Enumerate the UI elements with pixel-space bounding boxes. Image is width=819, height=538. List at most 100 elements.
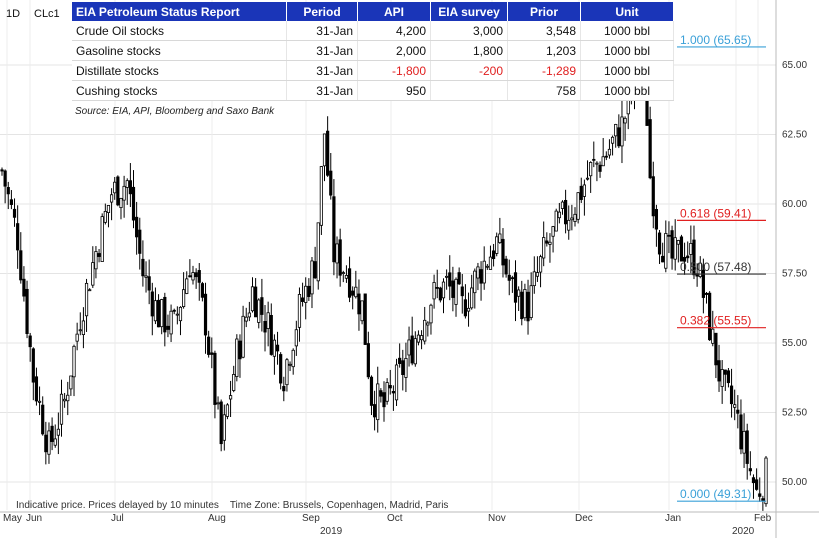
candle-body (244, 316, 248, 322)
table-header-row: EIA Petroleum Status Report Period API E… (72, 2, 674, 21)
x-tick-label: Jun (26, 513, 42, 524)
x-tick-label: Sep (302, 513, 320, 524)
candle-body (423, 319, 427, 342)
candle-body (507, 274, 511, 281)
eia-report-table: EIA Petroleum Status Report Period API E… (72, 2, 674, 101)
row-api: 950 (357, 80, 431, 101)
candle-body (25, 288, 29, 334)
candle-body (564, 199, 568, 225)
candle-body (138, 229, 142, 254)
candle-body (717, 360, 721, 382)
candle-body (188, 275, 192, 278)
candle-body (144, 275, 148, 278)
candle-body (388, 385, 392, 389)
row-api: 4,200 (357, 21, 431, 41)
candle-body (329, 170, 333, 196)
candle-body (344, 274, 349, 279)
candle-body (219, 401, 223, 445)
candle-body (232, 374, 236, 391)
column-header: Unit (580, 2, 674, 21)
candle-body (651, 176, 655, 217)
row-name: Crude Oil stocks (72, 21, 287, 41)
candle-body (72, 345, 76, 378)
candle-body (125, 180, 129, 188)
candle-body (160, 299, 164, 328)
candle-body (228, 395, 233, 400)
candle-body (326, 130, 330, 176)
x-tick-label: May (3, 513, 22, 524)
candle-body (470, 287, 474, 309)
candle-body (504, 258, 508, 275)
candle-body (592, 158, 596, 161)
interval-label[interactable]: 1D (6, 8, 20, 20)
candle-body (347, 268, 352, 298)
candle-body (363, 293, 367, 345)
candle-body (3, 170, 7, 187)
candle-body (448, 272, 452, 287)
candle-body (207, 336, 211, 355)
candle-body (482, 260, 486, 284)
candle-body (657, 232, 662, 255)
row-prior: -1,289 (507, 60, 581, 81)
chart-grid (0, 0, 776, 510)
candle-body (135, 216, 139, 238)
candle-body (357, 293, 361, 315)
candle-body (529, 285, 533, 318)
candle-body (435, 287, 439, 289)
row-name: Distillate stocks (72, 60, 287, 81)
candle-body (589, 162, 593, 177)
candle-body (432, 282, 436, 300)
candle-body (122, 185, 126, 201)
candle-body (84, 282, 89, 317)
candle-body (75, 333, 79, 342)
row-period: 31-Jan (286, 21, 358, 41)
candle-body (419, 335, 424, 341)
candle-body (761, 498, 765, 502)
candle-body (751, 477, 756, 484)
row-survey: 3,000 (430, 21, 508, 41)
candle-body (322, 133, 327, 167)
candle-body (745, 430, 749, 464)
candle-body (88, 289, 92, 292)
candle-body (91, 262, 95, 286)
candles (0, 20, 768, 511)
x-axis: May Jun Jul Aug Sep Oct Nov Dec Jan 2020 Feb (0, 511, 819, 537)
candle-body (623, 117, 627, 124)
candle-body (147, 276, 151, 291)
candle-body (601, 156, 605, 167)
candle-body (488, 256, 493, 270)
candle-body (141, 258, 145, 277)
candle-body (360, 300, 364, 322)
candle-body (617, 127, 621, 147)
candle-body (31, 348, 35, 383)
candle-body (676, 240, 680, 245)
candle-body (579, 185, 583, 200)
candle-body (758, 493, 762, 497)
candle-body (44, 434, 48, 453)
candle-body (733, 404, 737, 408)
candle-body (501, 238, 505, 266)
candle-body (263, 321, 267, 333)
row-survey (430, 80, 508, 101)
fib-level-label: 1.000 (65.65) (680, 33, 751, 47)
candle-body (517, 289, 521, 297)
candle-body (416, 334, 421, 343)
candle-body (28, 335, 32, 348)
candle-body (457, 272, 461, 285)
candle-body (401, 360, 405, 375)
column-header: Period (286, 2, 358, 21)
candle-body (466, 307, 471, 312)
symbol-label[interactable]: CLc1 (34, 8, 60, 20)
candle-body (300, 297, 305, 302)
candle-body (510, 277, 514, 280)
table-row: Gasoline stocks 31-Jan 2,000 1,800 1,203… (72, 40, 674, 61)
table-row: Crude Oil stocks 31-Jan 4,200 3,000 3,54… (72, 21, 674, 41)
candle-body (736, 409, 740, 414)
candle-body (473, 270, 477, 294)
x-tick-label: Aug (208, 513, 226, 524)
candle-body (391, 391, 395, 394)
candle-body (682, 256, 687, 262)
candle-body (513, 272, 518, 303)
candle-body (538, 256, 543, 273)
candle-body (182, 289, 186, 307)
